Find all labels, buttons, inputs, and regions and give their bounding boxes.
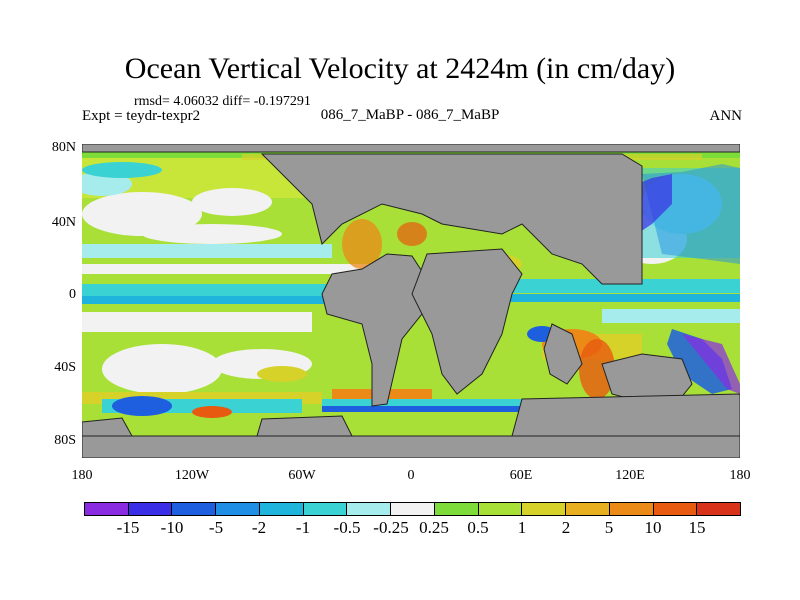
colorbar-swatch — [346, 502, 392, 516]
colorbar-label: 15 — [688, 518, 706, 537]
case-label: 086_7_MaBP - 086_7_MaBP — [320, 107, 500, 123]
colorbar-swatch — [84, 502, 129, 516]
colorbar — [84, 502, 741, 516]
lon-label-120e: 120E — [615, 468, 645, 483]
colorbar-swatch — [565, 502, 610, 516]
lon-label-60w: 60W — [288, 468, 316, 483]
colorbar-swatch — [171, 502, 217, 516]
colorbar-swatch — [215, 502, 260, 516]
experiment-label: Expt = teydr-texpr2 — [82, 108, 201, 124]
lat-label-40n: 40N — [51, 215, 76, 230]
colorbar-label: -15 — [116, 518, 140, 537]
colorbar-swatch — [608, 502, 654, 516]
colorbar-swatch — [477, 502, 523, 516]
colorbar-label: -5 — [208, 518, 224, 537]
map-title: Ocean Vertical Velocity at 2424m (in cm/… — [124, 52, 676, 85]
lat-label-40s: 40S — [54, 360, 76, 375]
colorbar-label: -1 — [295, 518, 311, 537]
lon-label-120w: 120W — [174, 468, 210, 483]
colorbar-label: 2 — [561, 518, 571, 537]
colorbar-label: 0.5 — [467, 518, 489, 537]
lon-label-180e: 180 — [729, 468, 751, 483]
lon-label-60e: 60E — [509, 468, 533, 483]
lat-label-80s: 80S — [54, 433, 76, 448]
velocity-map — [82, 144, 740, 458]
lat-label-80n: 80N — [51, 140, 76, 155]
lat-label-0: 0 — [69, 287, 76, 302]
lon-label-180w: 180 — [71, 468, 93, 483]
colorbar-label: 5 — [604, 518, 614, 537]
colorbar-label: -0.5 — [333, 518, 361, 537]
colorbar-swatch — [127, 502, 173, 516]
colorbar-swatch — [696, 502, 741, 516]
colorbar-swatch — [433, 502, 479, 516]
stats-label: rmsd= 4.06032 diff= -0.197291 — [134, 94, 311, 109]
colorbar-label: -10 — [160, 518, 184, 537]
colorbar-label: -0.25 — [373, 518, 409, 537]
season-label: ANN — [709, 108, 743, 124]
colorbar-swatch — [302, 502, 348, 516]
colorbar-swatch — [390, 502, 435, 516]
colorbar-swatch — [652, 502, 698, 516]
colorbar-label: 10 — [644, 518, 662, 537]
colorbar-swatch — [258, 502, 304, 516]
colorbar-label: -2 — [251, 518, 267, 537]
colorbar-label: 1 — [517, 518, 527, 537]
colorbar-swatch — [521, 502, 567, 516]
lon-label-0: 0 — [407, 468, 415, 483]
land-masses — [82, 144, 740, 458]
colorbar-label: 0.25 — [419, 518, 449, 537]
